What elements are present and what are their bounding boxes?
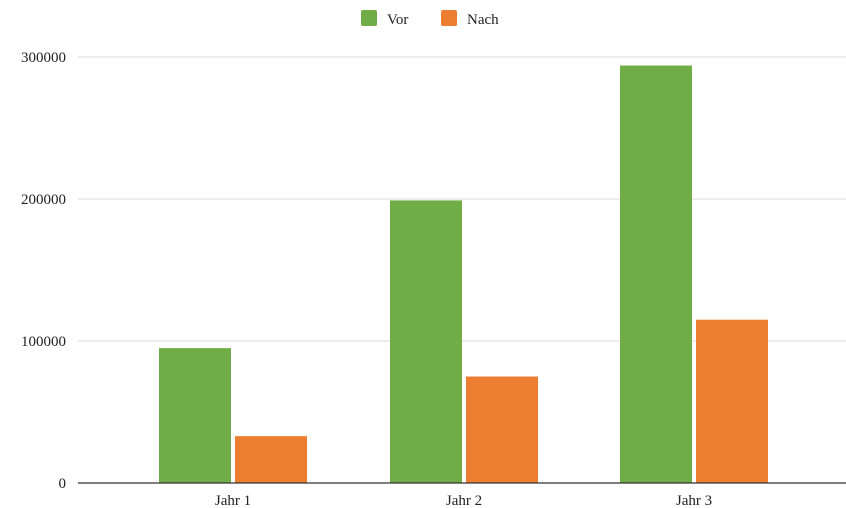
legend-swatch-vor	[361, 10, 377, 26]
x-tick-label: Jahr 1	[215, 493, 251, 508]
y-tick-label: 300000	[21, 50, 66, 66]
x-axis-ticks: Jahr 1 Jahr 2 Jahr 3	[215, 493, 712, 508]
bars	[159, 65, 768, 484]
bar-nach-3	[696, 319, 768, 483]
legend-label-vor: Vor	[387, 12, 408, 28]
x-tick-label: Jahr 2	[446, 493, 482, 508]
legend-swatch-nach	[441, 10, 457, 26]
bar-vor-3	[620, 65, 692, 484]
x-tick-label: Jahr 3	[676, 493, 712, 508]
bar-nach-2	[466, 376, 538, 483]
y-tick-label: 100000	[21, 334, 66, 350]
y-axis-ticks: 0 100000 200000 300000	[21, 50, 66, 492]
bar-vor-1	[159, 348, 231, 483]
bar-vor-2	[390, 200, 462, 484]
legend-label-nach: Nach	[467, 12, 499, 28]
legend: Vor Nach	[361, 10, 499, 28]
y-tick-label: 200000	[21, 192, 66, 208]
bar-nach-1	[235, 436, 307, 483]
y-tick-label: 0	[59, 476, 67, 492]
